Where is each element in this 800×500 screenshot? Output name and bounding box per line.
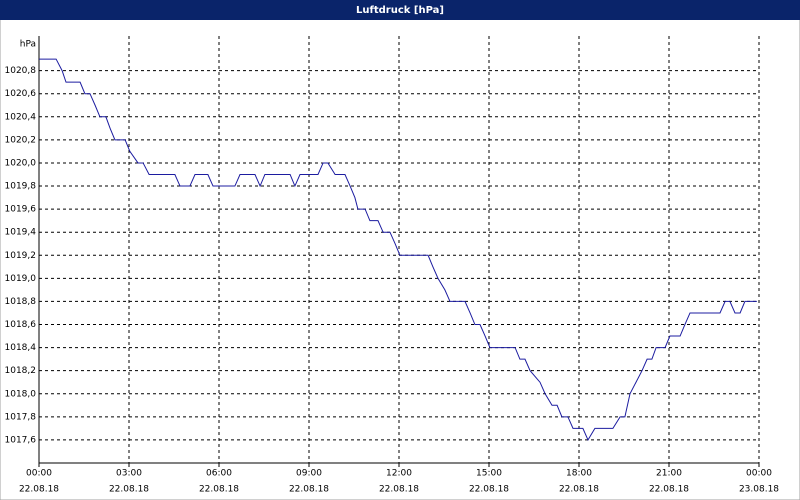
x-tick-label: 09:00 (296, 469, 322, 479)
y-tick-label: 1017,8 (5, 412, 37, 422)
y-tick-label: 1018,0 (5, 389, 37, 399)
x-tick-label: 06:00 (206, 469, 232, 479)
x-tick-label: 15:00 (476, 469, 502, 479)
x-tick-date: 22.08.18 (469, 485, 509, 495)
y-tick-label: 1020,8 (5, 66, 37, 76)
x-tick-date: 22.08.18 (289, 485, 329, 495)
y-tick-label: 1020,6 (5, 89, 37, 99)
y-tick-label: 1017,6 (5, 435, 37, 445)
y-tick-label: 1020,4 (5, 112, 37, 122)
y-tick-label: 1018,8 (5, 297, 37, 307)
x-tick-date: 23.08.18 (739, 485, 779, 495)
y-tick-label: 1020,2 (5, 135, 37, 145)
y-unit: hPa (20, 40, 36, 50)
x-tick-date: 22.08.18 (199, 485, 239, 495)
x-tick-date: 22.08.18 (379, 485, 419, 495)
x-tick-label: 21:00 (656, 469, 682, 479)
y-tick-label: 1018,4 (5, 343, 37, 353)
title-bar (0, 0, 800, 20)
x-tick-date: 22.08.18 (19, 485, 59, 495)
x-tick-label: 03:00 (116, 469, 142, 479)
y-tick-label: 1018,2 (5, 366, 37, 376)
y-tick-label: 1019,4 (5, 228, 37, 238)
chart-title: Luftdruck [hPa] (356, 5, 444, 16)
y-tick-label: 1019,8 (5, 182, 37, 192)
x-tick-date: 22.08.18 (109, 485, 149, 495)
y-tick-label: 1019,0 (5, 274, 37, 284)
y-tick-label: 1019,2 (5, 251, 37, 261)
x-tick-date: 22.08.18 (559, 485, 599, 495)
y-tick-label: 1018,6 (5, 320, 37, 330)
x-tick-label: 18:00 (566, 469, 592, 479)
y-tick-label: 1019,6 (5, 205, 37, 215)
data-line (39, 58, 757, 442)
x-tick-label: 00:00 (746, 469, 772, 479)
x-tick-label: 12:00 (386, 469, 412, 479)
x-tick-date: 22.08.18 (649, 485, 689, 495)
x-tick-label: 00:00 (26, 469, 52, 479)
y-tick-label: 1020,0 (5, 158, 37, 168)
